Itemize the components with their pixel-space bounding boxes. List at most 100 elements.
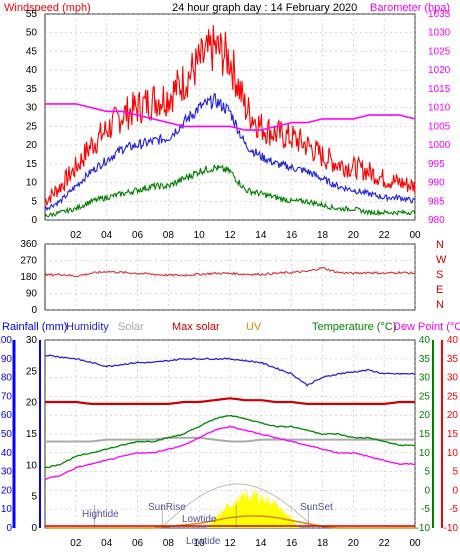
windspeed-title: Windspeed (mph)	[4, 2, 91, 14]
series-line-windspeed-gust	[44, 25, 416, 206]
humidity-y-tick-label: 50	[1, 429, 13, 440]
p3-x-tick-label: 16	[286, 538, 298, 549]
humidity-y-tick-label: 0	[6, 523, 12, 534]
humidity-y-tick-label: 40	[1, 448, 13, 459]
temp-y-tick-label: 30	[419, 373, 431, 384]
legend-max-solar: Max solar	[172, 321, 220, 333]
direction-y-tick-label: 360	[20, 239, 37, 250]
p3-x-tick-label: 14	[255, 538, 267, 549]
barometer-y-tick-label: 1030	[428, 28, 451, 39]
p3-x-tick-label: 08	[163, 538, 175, 549]
dew-y-tick-label: 40	[447, 335, 459, 346]
barometer-y-tick-label: 990	[428, 178, 445, 189]
dew-y-tick-label: 10	[447, 448, 459, 459]
barometer-y-tick-label: 1010	[428, 103, 451, 114]
wind-y-tick-label: 15	[26, 159, 38, 170]
humidity-y-tick-label: 80	[1, 373, 13, 384]
p3-x-tick-label: 02	[70, 538, 82, 549]
barometer-y-tick-label: 1000	[428, 140, 451, 151]
dew-y-tick-label: 0	[452, 485, 458, 496]
humidity-y-tick-label: 60	[1, 410, 13, 421]
barometer-y-tick-label: 980	[428, 215, 445, 226]
compass-label: E	[436, 284, 443, 296]
barometer-y-tick-label: 995	[428, 159, 445, 170]
legend-temperature: Temperature (°C)	[312, 321, 396, 333]
temp-y-tick-label: 20	[419, 410, 431, 421]
humidity-y-tick-label: 90	[1, 354, 13, 365]
dew-y-tick-label: 5	[452, 467, 458, 478]
series-line-windspeed-low	[44, 164, 416, 218]
p3-x-tick-label: 12	[224, 538, 236, 549]
rain-y-tick-label: 15	[26, 429, 38, 440]
dew-y-tick-label: 20	[447, 410, 459, 421]
temp-y-tick-label: -10	[416, 523, 431, 534]
wind-y-tick-label: 0	[31, 215, 37, 226]
wind-x-tick-label: 14	[255, 230, 267, 241]
series-line-temperature	[44, 414, 416, 469]
direction-y-tick-label: 180	[20, 272, 37, 283]
p3-x-tick-label: 20	[348, 538, 360, 549]
barometer-y-tick-label: 1005	[428, 121, 451, 132]
rain-y-tick-label: 30	[26, 335, 38, 346]
legend-solar: Solar	[118, 321, 144, 333]
dew-y-tick-label: 25	[447, 391, 459, 402]
series-line-solar	[45, 436, 415, 443]
wind-y-tick-label: 50	[26, 28, 38, 39]
barometer-y-tick-label: 1025	[428, 46, 451, 57]
wind-x-tick-label: 00	[409, 230, 421, 241]
wind-x-tick-label: 12	[224, 230, 236, 241]
wind-y-tick-label: 55	[26, 9, 38, 20]
rain-y-tick-label: 20	[26, 398, 38, 409]
event-sunset: SunSet	[300, 502, 333, 513]
chart-title: 24 hour graph day : 14 February 2020	[172, 2, 357, 14]
dew-y-tick-label: -5	[449, 504, 458, 515]
temp-y-tick-label: 5	[424, 467, 430, 478]
sun-elevation-curve	[160, 483, 316, 529]
barometer-title: Barometer (hpa)	[370, 2, 450, 14]
barometer-y-tick-label: 985	[428, 196, 445, 207]
temp-y-tick-label: 0	[424, 485, 430, 496]
wind-y-tick-label: 30	[26, 103, 38, 114]
wind-x-tick-label: 02	[70, 230, 82, 241]
wind-y-tick-label: 40	[26, 65, 38, 76]
event-hightide: Hightide	[82, 509, 119, 520]
compass-label: S	[436, 269, 443, 281]
dew-y-tick-label: 30	[447, 373, 459, 384]
rain-y-tick-label: 10	[26, 460, 38, 471]
rain-y-tick-label: 25	[26, 366, 38, 377]
temp-y-tick-label: 10	[419, 448, 431, 459]
barometer-y-tick-label: 1015	[428, 84, 451, 95]
wind-x-tick-label: 22	[379, 230, 391, 241]
temp-y-tick-label: 25	[419, 391, 431, 402]
event-lowtide: Lowtide	[182, 514, 217, 525]
dew-y-tick-label: 35	[447, 354, 459, 365]
humidity-y-tick-label: 70	[1, 391, 13, 402]
direction-y-tick-label: 90	[26, 289, 38, 300]
temp-y-tick-label: 35	[419, 354, 431, 365]
event-sunrise: SunRise	[148, 502, 186, 513]
wind-y-tick-label: 35	[26, 84, 38, 95]
temp-y-tick-label: 15	[419, 429, 431, 440]
compass-label: N	[436, 239, 444, 251]
p3-x-tick-label: 00	[409, 538, 421, 549]
direction-y-tick-label: 270	[20, 256, 37, 267]
wind-x-tick-label: 06	[132, 230, 144, 241]
wind-y-tick-label: 5	[31, 196, 37, 207]
wind-y-tick-label: 20	[26, 140, 38, 151]
compass-label: N	[436, 299, 444, 311]
humidity-y-tick-label: 10	[1, 504, 13, 515]
wind-x-tick-label: 10	[194, 230, 206, 241]
barometer-y-tick-label: 1020	[428, 65, 451, 76]
rain-y-tick-label: 5	[31, 492, 37, 503]
series-line-barometer	[45, 103, 416, 131]
wind-x-tick-label: 04	[101, 230, 113, 241]
series-line-uv	[45, 515, 415, 529]
series-line-max-solar	[45, 397, 415, 405]
event-lowtide-2: Lowtide	[186, 536, 221, 547]
compass-label: W	[436, 254, 447, 266]
p3-x-tick-label: 22	[379, 538, 391, 549]
wind-y-tick-label: 25	[26, 121, 38, 132]
legend-uv: UV	[246, 321, 262, 333]
